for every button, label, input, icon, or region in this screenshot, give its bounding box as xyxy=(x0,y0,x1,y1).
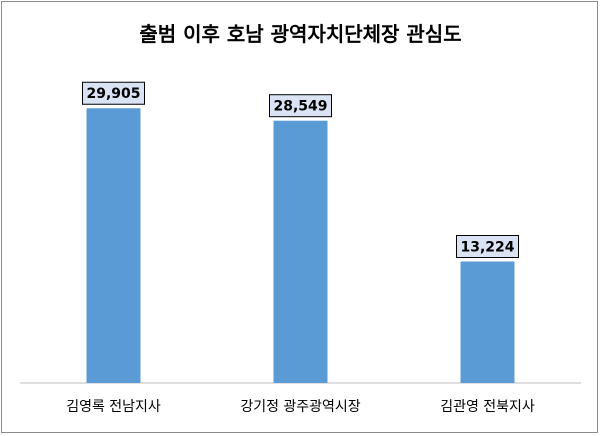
category-label-3: 김관영 전북지사 xyxy=(440,399,535,415)
bar-3 xyxy=(460,261,515,383)
bar-2 xyxy=(273,120,328,384)
data-label-3: 13,224 xyxy=(460,240,514,256)
data-label-box-1 xyxy=(82,81,145,105)
category-label-group: 김영록 전남지사 강기정 광주광역시장 김관영 전북지사 xyxy=(66,399,535,415)
chart-title: 출범 이후 호남 광역자치단체장 관심도 xyxy=(139,22,462,46)
category-label-2: 강기정 광주광역시장 xyxy=(240,399,360,415)
bar-group xyxy=(86,108,515,384)
bar-1 xyxy=(86,108,141,384)
data-label-1: 29,905 xyxy=(86,86,140,102)
category-label-1: 김영록 전남지사 xyxy=(66,399,161,415)
data-label-box-2 xyxy=(269,94,332,118)
data-label-2: 28,549 xyxy=(273,99,327,115)
data-label-group: 29,905 28,549 13,224 xyxy=(82,81,519,259)
data-label-box-3 xyxy=(456,235,519,259)
